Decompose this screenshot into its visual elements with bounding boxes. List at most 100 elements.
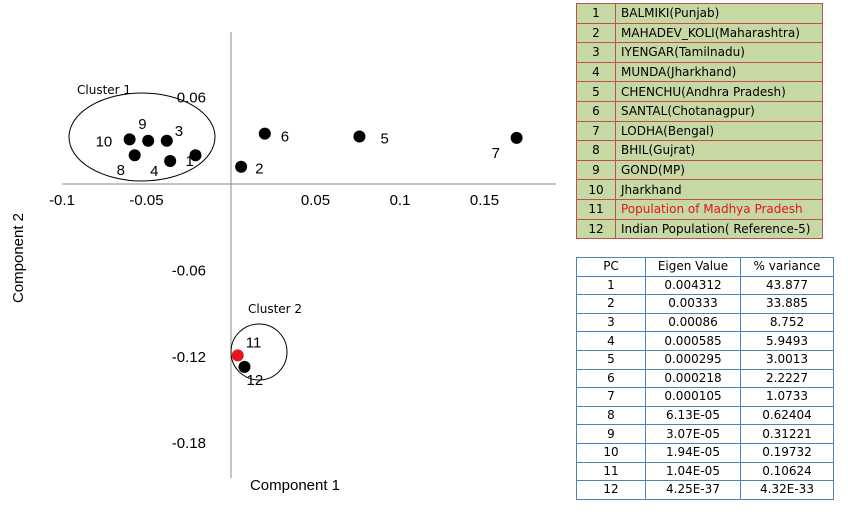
x-tick-label: 0.1	[390, 192, 411, 209]
legend-population-name: IYENGAR(Tamilnadu)	[615, 42, 823, 63]
percent-variance-cell: 0.19732	[740, 442, 834, 463]
legend-number: 3	[576, 42, 616, 63]
cluster-2-circle	[230, 323, 288, 381]
legend-number: 1	[576, 3, 616, 24]
legend-row: 9 GOND(MP)	[576, 159, 823, 181]
legend-number: 4	[576, 61, 616, 83]
pc-cell: 12	[576, 480, 646, 500]
eigen-row: 12 4.25E-37 4.32E-33	[576, 480, 834, 500]
legend-population-name: Indian Population( Reference-5)	[615, 218, 823, 240]
eigen-value-cell: 1.04E-05	[645, 461, 741, 482]
data-point-4	[164, 154, 177, 167]
header-eigen-value: Eigen Value	[645, 257, 741, 277]
pc-cell: 1	[576, 275, 646, 296]
point-label-11: 11	[246, 334, 262, 351]
point-label-6: 6	[281, 129, 289, 146]
percent-variance-cell: 2.2227	[740, 368, 834, 389]
point-label-12: 12	[247, 372, 264, 389]
header-pc: PC	[576, 257, 646, 277]
data-point-6	[258, 127, 271, 140]
legend-number: 9	[576, 159, 616, 181]
legend-row: 11 Population of Madhya Pradesh	[576, 198, 823, 220]
eigen-row: 6 0.000218 2.2227	[576, 368, 834, 389]
eigen-value-cell: 0.004312	[645, 275, 741, 296]
eigen-row: 1 0.004312 43.877	[576, 275, 834, 296]
data-point-12	[238, 360, 251, 373]
eigen-value-cell: 0.000585	[645, 331, 741, 351]
y-tick-label: -0.12	[172, 349, 206, 366]
point-label-3: 3	[175, 123, 183, 140]
legend-population-name: CHENCHU(Andhra Pradesh)	[615, 81, 823, 102]
point-label-1: 1	[186, 153, 194, 170]
legend-population-name: Population of Madhya Pradesh	[615, 198, 823, 220]
percent-variance-cell: 43.877	[740, 275, 834, 296]
eigen-value-cell: 6.13E-05	[645, 405, 741, 426]
legend-row: 2 MAHADEV_KOLI(Maharashtra)	[576, 22, 823, 44]
legend-row: 4 MUNDA(Jharkhand)	[576, 61, 823, 83]
percent-variance-cell: 0.10624	[740, 461, 834, 482]
pc-cell: 11	[576, 461, 646, 482]
legend-population-name: SANTAL(Chotanagpur)	[615, 100, 823, 122]
eigen-row: 9 3.07E-05 0.31221	[576, 424, 834, 444]
pc-cell: 2	[576, 294, 646, 314]
axes	[62, 32, 556, 478]
point-label-5: 5	[380, 130, 388, 147]
point-label-2: 2	[255, 161, 263, 178]
eigen-row: 4 0.000585 5.9493	[576, 331, 834, 351]
percent-variance-cell: 8.752	[740, 312, 834, 333]
data-point-11	[231, 349, 244, 362]
eigen-row: 7 0.000105 1.0733	[576, 387, 834, 407]
eigen-row: 3 0.00086 8.752	[576, 312, 834, 333]
legend-row: 5 CHENCHU(Andhra Pradesh)	[576, 81, 823, 102]
data-point-10	[123, 133, 136, 146]
legend-row: 1 BALMIKI(Punjab)	[576, 3, 823, 24]
data-point-7	[510, 131, 523, 144]
legend-population-name: LODHA(Bengal)	[615, 120, 823, 142]
legend-number: 12	[576, 218, 616, 240]
legend-number: 10	[576, 179, 616, 200]
eigen-row: 2 0.00333 33.885	[576, 294, 834, 314]
cluster-1-label: Cluster 1	[77, 83, 131, 97]
x-tick-label: -0.05	[129, 192, 163, 209]
percent-variance-cell: 0.62404	[740, 405, 834, 426]
eigen-row: 10 1.94E-05 0.19732	[576, 442, 834, 463]
percent-variance-cell: 5.9493	[740, 331, 834, 351]
eigenvalue-table: PC Eigen Value % variance 1 0.004312 43.87…	[576, 257, 834, 500]
pc-cell: 8	[576, 405, 646, 426]
data-point-1	[189, 149, 202, 162]
legend-row: 8 BHIL(Gujrat)	[576, 140, 823, 161]
percent-variance-cell: 1.0733	[740, 387, 834, 407]
cluster-2-label: Cluster 2	[248, 302, 302, 316]
pc-cell: 6	[576, 368, 646, 389]
legend-row: 7 LODHA(Bengal)	[576, 120, 823, 142]
legend-population-name: BALMIKI(Punjab)	[615, 3, 823, 24]
pc-cell: 4	[576, 331, 646, 351]
legend-row: 10 Jharkhand	[576, 179, 823, 200]
data-point-5	[353, 130, 366, 143]
y-tick-label: -0.18	[172, 435, 206, 452]
legend-row: 3 IYENGAR(Tamilnadu)	[576, 42, 823, 63]
percent-variance-cell: 33.885	[740, 294, 834, 314]
eigen-value-cell: 0.000295	[645, 349, 741, 370]
pc-cell: 7	[576, 387, 646, 407]
y-tick-label: 0.06	[177, 90, 206, 107]
y-tick-label: -0.06	[172, 262, 206, 279]
data-point-2	[235, 160, 248, 173]
legend-number: 8	[576, 140, 616, 161]
legend-number: 5	[576, 81, 616, 102]
eigen-value-cell: 0.00086	[645, 312, 741, 333]
legend-number: 11	[576, 198, 616, 220]
percent-variance-cell: 3.0013	[740, 349, 834, 370]
pc-cell: 5	[576, 349, 646, 370]
legend-row: 6 SANTAL(Chotanagpur)	[576, 100, 823, 122]
point-label-7: 7	[492, 145, 500, 162]
chart-svg: -0.1 -0.05 0.05 0.1 0.150.06-0.06-0.12-0.18 …	[10, 32, 556, 494]
eigen-header-row: PC Eigen Value % variance	[576, 257, 834, 277]
pc-cell: 3	[576, 312, 646, 333]
legend-population-name: MUNDA(Jharkhand)	[615, 61, 823, 83]
percent-variance-cell: 0.31221	[740, 424, 834, 444]
data-point-8	[128, 149, 141, 162]
eigen-value-cell: 4.25E-37	[645, 480, 741, 500]
x-axis-title: Component 1	[250, 477, 340, 494]
